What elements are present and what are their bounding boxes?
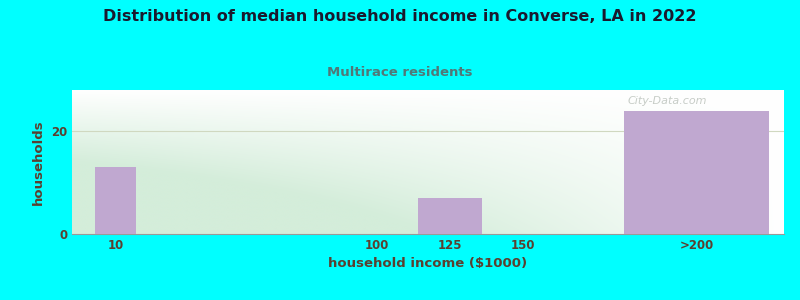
Y-axis label: households: households (32, 119, 46, 205)
Text: Multirace residents: Multirace residents (327, 66, 473, 79)
Text: Distribution of median household income in Converse, LA in 2022: Distribution of median household income … (103, 9, 697, 24)
Bar (418, 198, 482, 234)
Bar (95, 167, 136, 234)
X-axis label: household income ($1000): household income ($1000) (329, 257, 527, 270)
Bar (624, 111, 770, 234)
Text: City-Data.com: City-Data.com (627, 96, 707, 106)
